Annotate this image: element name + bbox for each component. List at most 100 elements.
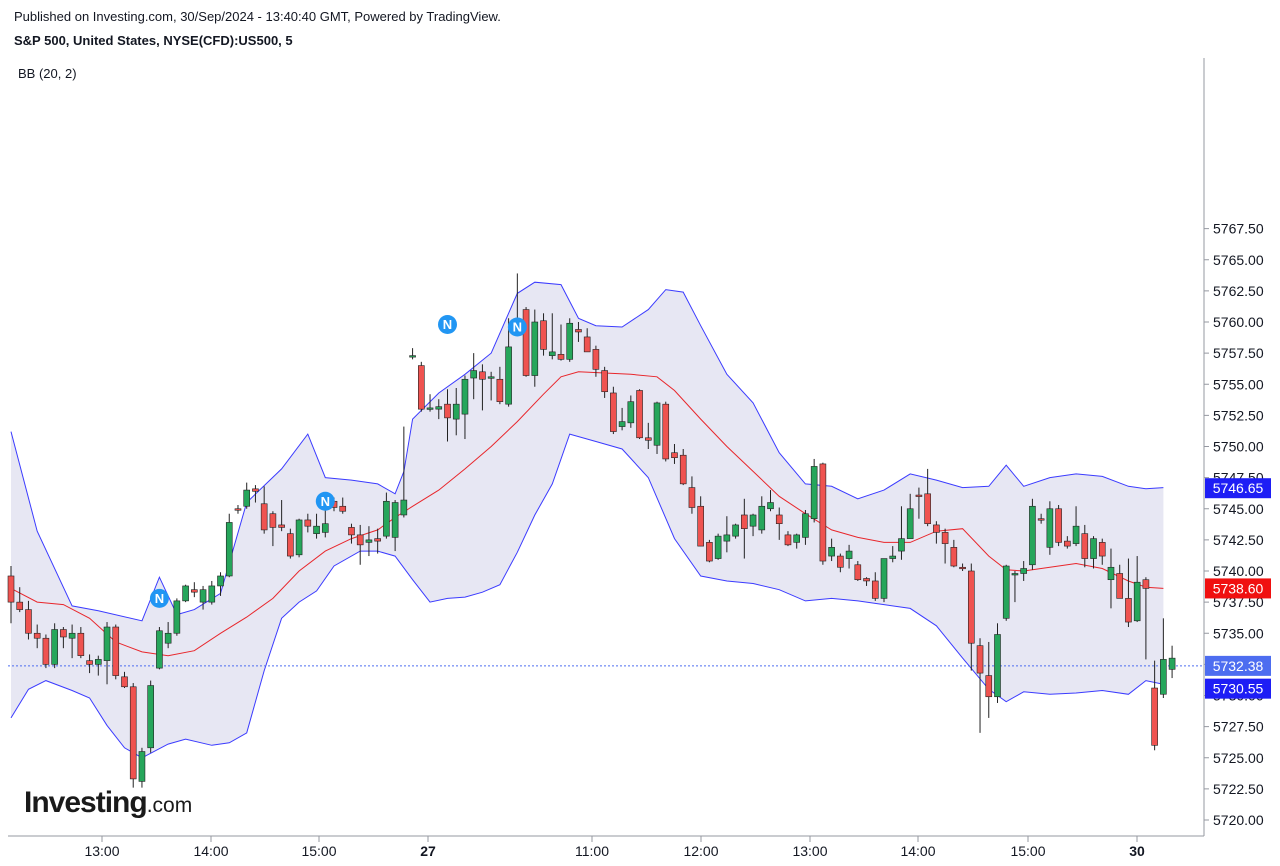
- candle-body: [400, 499, 408, 516]
- candle-body: [1072, 525, 1080, 544]
- candle-body: [138, 751, 146, 782]
- candle: [356, 524, 364, 565]
- price-tick-label: 5765.00: [1213, 252, 1264, 268]
- candle-body: [837, 555, 844, 568]
- time-axis: 13:00 14:00 15:00 27 11:00 12:00 13:00 14:00 15:…: [84, 836, 1145, 859]
- price-tick-label: 5755.00: [1213, 376, 1264, 392]
- event-marker[interactable]: N: [507, 317, 527, 337]
- price-tags: 5746.65 5738.60 5732.38 5730.55: [1205, 478, 1271, 699]
- candle: [304, 513, 312, 533]
- candle: [837, 553, 844, 573]
- candle-body: [505, 346, 512, 405]
- candle: [618, 407, 626, 431]
- candle: [1002, 564, 1010, 621]
- candle: [706, 539, 713, 563]
- price-tag-lower: 5730.55: [1205, 678, 1271, 699]
- candle-body: [243, 489, 251, 507]
- candle: [967, 563, 975, 671]
- candle: [688, 476, 696, 514]
- candle: [234, 505, 242, 514]
- price-tick-label: 5735.00: [1213, 625, 1264, 641]
- candle: [418, 361, 425, 412]
- candle-body: [575, 329, 582, 333]
- candle: [243, 482, 251, 509]
- candle: [1029, 498, 1036, 570]
- candle-body: [487, 376, 495, 379]
- candle: [199, 585, 207, 610]
- event-marker[interactable]: N: [315, 491, 335, 511]
- logo-suffix: .com: [146, 794, 193, 817]
- candle: [435, 399, 443, 420]
- candle: [95, 655, 102, 676]
- event-marker-label: N: [155, 591, 164, 606]
- candle-body: [723, 534, 731, 542]
- candle-body: [548, 351, 556, 356]
- candle-body: [767, 502, 774, 510]
- candle: [1133, 556, 1141, 623]
- candle-body: [898, 538, 905, 552]
- candle-body: [191, 589, 198, 593]
- logo-brand: Investing: [24, 786, 148, 819]
- price-tick-label: 5725.00: [1213, 750, 1264, 766]
- candle-body: [304, 519, 312, 527]
- candle-body: [688, 487, 696, 508]
- price-tick-label: 5750.00: [1213, 439, 1264, 455]
- candle-body: [496, 378, 504, 402]
- investing-logo: Investing.com: [24, 786, 192, 820]
- candle: [1151, 660, 1158, 751]
- candle-body: [164, 632, 172, 644]
- event-marker-circle: [149, 588, 169, 608]
- time-tick-label: 27: [420, 843, 436, 859]
- candle: [644, 422, 652, 449]
- candle-body: [1107, 566, 1115, 581]
- candle-body: [208, 585, 216, 603]
- publish-info: Published on Investing.com, 30/Sep/2024 …: [14, 9, 501, 24]
- candle-body: [1098, 542, 1106, 557]
- candle: [959, 563, 966, 571]
- event-marker-label: N: [513, 319, 522, 334]
- candle-body: [531, 321, 539, 376]
- candle: [741, 498, 748, 559]
- candle-body: [391, 502, 399, 538]
- candle: [1046, 501, 1054, 555]
- candle-body: [967, 570, 975, 644]
- price-tag-label: 5746.65: [1213, 480, 1264, 496]
- candle-body: [33, 632, 41, 639]
- candle-body: [784, 534, 792, 546]
- symbol-title: S&P 500, United States, NYSE(CFD):US500,…: [14, 33, 293, 48]
- candle: [444, 389, 451, 442]
- candle-body: [278, 524, 285, 528]
- event-marker-label: N: [321, 494, 330, 509]
- candle-body: [173, 600, 181, 634]
- candle: [871, 572, 879, 601]
- candle-body: [950, 547, 958, 567]
- candle: [985, 641, 993, 718]
- candle-body: [618, 421, 626, 427]
- candle: [749, 513, 757, 537]
- candle: [828, 538, 835, 562]
- candle: [723, 516, 731, 553]
- candle: [461, 375, 469, 440]
- candle: [1116, 564, 1124, 599]
- candle-body: [234, 508, 242, 511]
- candle-body: [409, 355, 416, 358]
- candle-body: [889, 555, 897, 559]
- candle-body: [653, 402, 661, 446]
- time-tick-label: 15:00: [301, 843, 336, 859]
- candle: [767, 490, 774, 512]
- time-tick-label: 11:00: [575, 843, 609, 859]
- event-marker[interactable]: N: [149, 588, 169, 608]
- candle-body: [295, 519, 303, 556]
- price-tag-bg: [1205, 678, 1271, 699]
- candle: [636, 389, 643, 440]
- candle-body: [287, 533, 294, 557]
- candle: [505, 318, 512, 407]
- candle-body: [1020, 568, 1027, 574]
- candle-body: [60, 629, 67, 638]
- candle: [60, 627, 67, 649]
- event-marker[interactable]: N: [438, 314, 457, 334]
- candle-body: [356, 534, 364, 546]
- candle-body: [592, 349, 600, 370]
- candle: [42, 634, 50, 669]
